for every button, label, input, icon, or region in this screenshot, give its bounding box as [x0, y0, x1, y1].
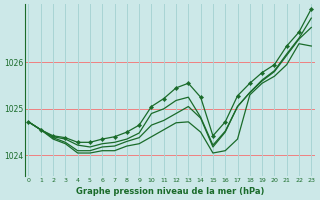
X-axis label: Graphe pression niveau de la mer (hPa): Graphe pression niveau de la mer (hPa) — [76, 187, 264, 196]
